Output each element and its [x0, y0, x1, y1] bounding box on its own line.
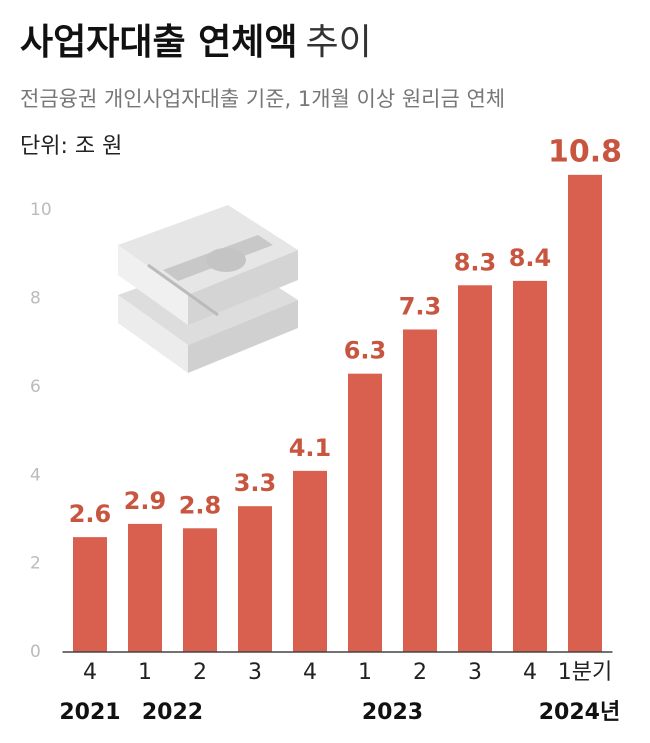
year-label: 2021: [59, 700, 120, 725]
bar: [458, 285, 492, 652]
x-tick-label: 2: [413, 660, 427, 685]
value-label: 2.8: [179, 491, 222, 519]
chart-title: 사업자대출 연체액 추이: [20, 22, 372, 63]
subtitle: 전금융권 개인사업자대출 기준, 1개월 이상 원리금 연체: [20, 87, 505, 111]
year-label: 2023: [362, 700, 423, 725]
value-label: 8.3: [454, 248, 497, 276]
bar: [73, 537, 107, 652]
unit: 단위: 조 원: [20, 134, 122, 159]
x-tick-label: 1: [358, 660, 372, 685]
value-label: 2.9: [124, 487, 167, 515]
x-tick-label: 1: [138, 660, 152, 685]
x-tick-label: 4: [83, 660, 97, 685]
title-suffix: 추이: [306, 22, 372, 63]
x-tick-label: 4: [523, 660, 537, 685]
bar: [348, 373, 382, 652]
title-main: 사업자대출 연체액: [20, 22, 298, 63]
y-tick-label: 8: [30, 289, 41, 309]
y-tick-label: 0: [30, 642, 41, 662]
bar: [128, 523, 162, 652]
value-label: 8.4: [509, 244, 552, 272]
value-label: 7.3: [399, 292, 442, 320]
value-label: 10.8: [548, 134, 622, 169]
bar: [513, 280, 547, 652]
x-tick-label: 3: [468, 660, 482, 685]
y-tick-label: 10: [30, 200, 52, 220]
bar: [568, 174, 602, 652]
bar: [293, 470, 327, 652]
y-tick-label: 4: [30, 465, 41, 485]
money-icon: [118, 205, 298, 373]
bar: [183, 528, 217, 652]
y-tick-label: 6: [30, 377, 41, 397]
x-tick-label: 3: [248, 660, 262, 685]
year-label: 2022: [142, 700, 203, 725]
value-label: 4.1: [289, 434, 332, 462]
value-label: 3.3: [234, 469, 277, 497]
x-tick-label: 2: [193, 660, 207, 685]
x-tick-label: 1분기: [558, 660, 612, 685]
y-tick-label: 2: [30, 554, 41, 574]
x-tick-label: 4: [303, 660, 317, 685]
bar: [238, 506, 272, 652]
value-label: 6.3: [344, 337, 387, 365]
bar: [403, 329, 437, 652]
year-label: 2024년: [539, 700, 620, 725]
value-label: 2.6: [69, 500, 112, 528]
